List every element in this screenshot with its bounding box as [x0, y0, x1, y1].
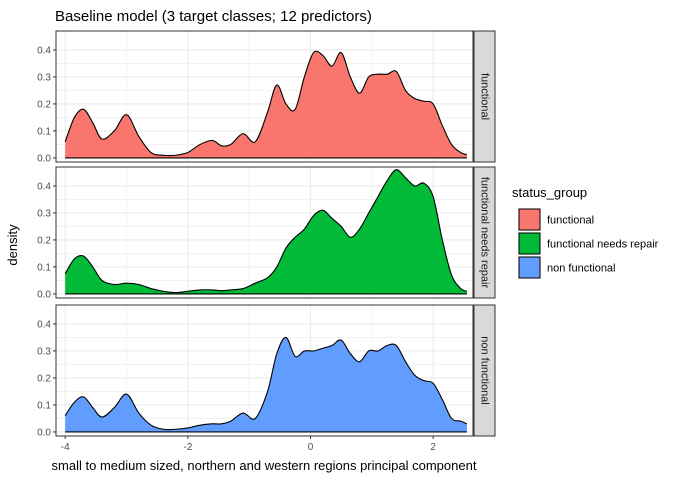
legend-label: functional: [547, 215, 594, 227]
y-tick-label: 0.1: [37, 400, 51, 411]
facet-strip-label: functional needs repair: [479, 177, 491, 289]
legend-swatch: [518, 256, 541, 279]
y-tick-label: 0.0: [37, 427, 51, 438]
facet-strip: [473, 166, 496, 299]
panel-border: [55, 30, 474, 163]
x-tick-label: 2: [430, 442, 436, 453]
facet-panel: 0.0 0.1 0.2 0.3 0.4 non functional: [37, 304, 496, 438]
y-tick-label: 0.0: [37, 289, 51, 300]
panel-border: [55, 166, 474, 299]
legend-label: non functional: [547, 263, 616, 275]
legend-title: status_group: [512, 185, 587, 200]
y-tick-label: 0.4: [37, 319, 51, 330]
y-axis-title: density: [5, 224, 20, 266]
density-area: [65, 337, 467, 432]
x-tick-label: 0: [308, 442, 314, 453]
density-line: [64, 169, 468, 294]
y-tick-label: 0.0: [37, 153, 51, 164]
density-line: [64, 50, 468, 157]
y-tick-label: 0.1: [37, 262, 51, 273]
y-tick-label: 0.2: [37, 235, 51, 246]
legend-swatch: [518, 208, 541, 231]
y-tick-label: 0.3: [37, 72, 51, 83]
y-tick-label: 0.2: [37, 99, 51, 110]
density-area: [65, 169, 467, 294]
y-tick-label: 0.2: [37, 373, 51, 384]
y-tick-label: 0.3: [37, 346, 51, 357]
panel-border: [55, 304, 474, 437]
y-tick-label: 0.3: [37, 208, 51, 219]
facet-strip-label: non functional: [479, 336, 491, 405]
density-line: [64, 336, 468, 431]
y-tick-label: 0.4: [37, 45, 51, 56]
y-tick-label: 0.4: [37, 181, 51, 192]
legend-label: functional needs repair: [547, 239, 659, 251]
chart-title: Baseline model (3 target classes; 12 pre…: [55, 8, 372, 25]
facet-strip: [473, 30, 496, 163]
x-tick-label: -4: [61, 442, 70, 453]
facet-panel: 0.0 0.1 0.2 0.3 0.4 functional needs repair: [37, 166, 496, 300]
facet-strip: [473, 304, 496, 437]
density-area: [65, 51, 467, 158]
x-axis-title: small to medium sized, northern and west…: [52, 458, 477, 473]
legend: status_group functional functional needs …: [512, 185, 659, 279]
x-axis: -4 -2 0 2: [61, 436, 436, 453]
x-tick-label: -2: [183, 442, 192, 453]
y-tick-label: 0.1: [37, 126, 51, 137]
legend-swatch: [518, 232, 541, 255]
facet-strip-label: functional: [479, 73, 491, 120]
facet-panel: 0.0 0.1 0.2 0.3 0.4 functional: [37, 30, 496, 164]
facet-panels: 0.0 0.1 0.2 0.3 0.4 functional 0.0 0.1 0.2 0.3 0.4…: [37, 30, 496, 438]
